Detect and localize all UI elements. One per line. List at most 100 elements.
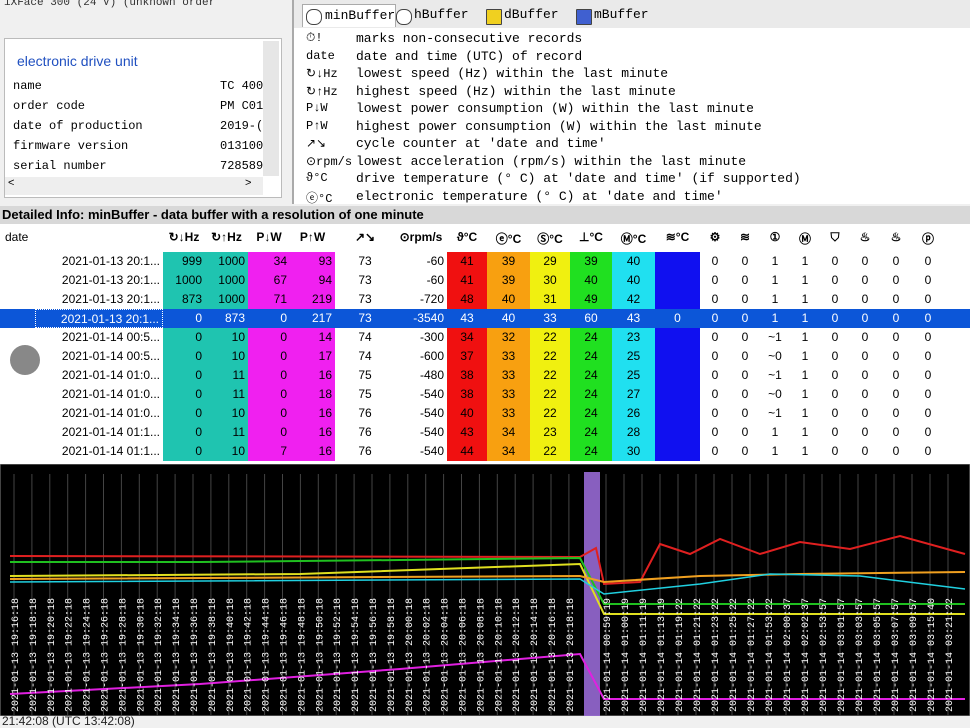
table-cell: 0 [831,368,839,382]
table-cell: 22 [530,347,570,366]
table-cell: 39 [570,252,612,271]
table-cell: 1000 [205,290,248,309]
table-cell: 0 [892,330,900,344]
tab[interactable]: hBuffer [414,7,469,22]
table-cell: 1000 [205,271,248,290]
legend-text: highest speed (Hz) within the last minut… [356,83,676,99]
chart: 2021-01-13 19:16:18 2021-01-13 19:18:18 20… [0,464,970,716]
table-cell: 873 [163,290,205,309]
prop-name: date of production [13,119,143,133]
h-scrollbar[interactable]: < > [5,177,263,195]
table-cell: 0 [711,425,719,439]
table-cell: 0 [711,330,719,344]
table-cell: 22 [530,404,570,423]
table-cell: 43 [626,311,641,325]
tab[interactable]: dBuffer [504,7,559,22]
line-drive-temp [9,534,966,586]
gap-band [584,472,600,716]
x-label: 2021-01-14 01:13:19 [657,598,668,712]
table-cell: 0 [924,368,932,382]
table-cell: -540 [419,387,444,401]
table-cell: 22 [530,385,570,404]
table-cell: 14 [290,328,335,347]
x-label: 2021-01-13 19:30:18 [136,598,147,712]
table-cell [655,347,700,366]
tab[interactable]: mBuffer [594,7,649,22]
table-cell: -60 [426,273,444,287]
column-header: ♨ [890,230,902,244]
table-cell: ~0 [768,349,782,363]
table-cell: 11 [205,385,248,404]
column-header: ⚙ [709,230,721,244]
x-label: 2021-01-14 01:21:22 [693,598,704,712]
table-cell: 34 [248,252,290,271]
table-cell: 43 [447,423,487,442]
scroll-button[interactable] [10,345,40,375]
table-cell: 0 [861,444,869,458]
table-cell: ~1 [768,330,782,344]
table-cell: 16 [290,442,335,461]
table-cell: 33 [487,404,530,423]
table-cell: 73 [358,273,372,287]
x-label: 2021-01-13 20:04:18 [441,598,452,712]
table-cell: 10 [205,442,248,461]
table-cell: 0 [831,311,839,325]
x-label: 2021-01-13 19:26:18 [101,598,112,712]
table-cell: 0 [711,444,719,458]
table-cell: 29 [530,252,570,271]
table-cell: 0 [741,273,749,287]
table-cell: 0 [892,349,900,363]
table-cell: 2021-01-14 00:5... [61,349,160,363]
line-orange [9,571,966,584]
prop-value: 2019-( [220,119,264,133]
table-cell: 24 [570,404,612,423]
scrollbar[interactable] [263,41,279,176]
column-header: ♨ [859,230,871,244]
table-cell: -600 [419,349,444,363]
table-cell: -3540 [413,311,444,325]
table-cell: 0 [163,404,205,423]
table-cell: -480 [419,368,444,382]
table-cell: 2021-01-14 01:0... [61,387,160,401]
table-cell: 0 [741,311,749,325]
table-cell: 0 [861,273,869,287]
table-cell: 22 [530,328,570,347]
x-label: 2021-01-13 19:48:18 [297,598,308,712]
table-cell: 1 [771,311,779,325]
tab[interactable]: minBuffer [302,4,397,27]
table-cell: 1 [801,254,809,268]
x-label: 2021-01-14 01:25:22 [729,598,740,712]
table-cell: 0 [831,273,839,287]
x-label: 2021-01-14 01:11:19 [639,598,650,712]
x-label: 2021-01-13 19:28:18 [118,598,129,712]
x-label: 2021-01-13 19:22:18 [65,598,76,712]
table-cell: 2021-01-14 01:1... [61,425,160,439]
table-cell: -540 [419,406,444,420]
column-header: Ⓢ°C [537,232,563,246]
table-cell: 0 [924,292,932,306]
table-cell: 0 [163,442,205,461]
data-table: date ↻↓Hz ↻↑Hz P↓W P↑W ↗↘ ⊙rpm/s ϑ°C ⓔ°C Ⓢ°C ⊥°C Ⓜ°… [0,224,970,464]
legend-panel: minBuffer hBuffer dBuffer mBuffer ⏱! marks n… [292,0,970,204]
x-label: 2021-01-13 20:14:18 [530,598,541,712]
table-cell: -720 [419,292,444,306]
legend-text: marks non-consecutive records [356,31,583,46]
tab-bar: minBuffer hBuffer dBuffer mBuffer [294,0,970,28]
column-header: ≋°C [665,230,690,244]
x-label: 2021-01-13 19:50:18 [315,598,326,712]
table-cell: 0 [924,406,932,420]
x-label: 2021-01-14 01:00:19 [621,598,632,712]
legend-symbol: ↻↓Hz [306,67,338,81]
table-cell: 1 [801,387,809,401]
table-cell: 0 [831,349,839,363]
x-label: 2021-01-14 03:21:22 [945,598,956,712]
x-label: 2021-01-13 20:08:18 [476,598,487,712]
chart-bg [0,464,970,716]
table-cell: 1 [801,330,809,344]
table-cell: 30 [612,442,655,461]
table-cell: 1000 [163,271,205,290]
table-cell: 25 [612,347,655,366]
column-header: Ⓜ°C [620,232,647,246]
table-cell: 0 [248,366,290,385]
